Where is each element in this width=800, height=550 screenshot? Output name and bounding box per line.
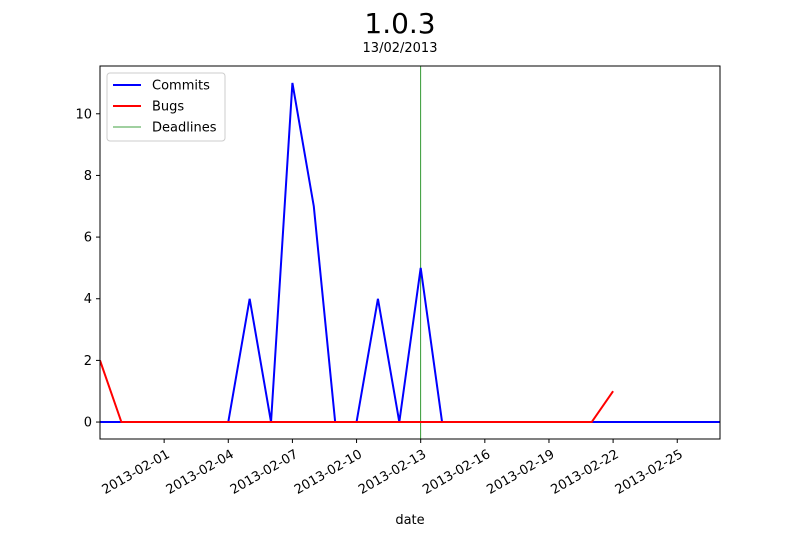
commits-data-point bbox=[419, 266, 423, 270]
commits-data-point bbox=[290, 81, 294, 85]
y-tick-label: 0 bbox=[84, 416, 92, 431]
legend-label: Deadlines bbox=[152, 121, 217, 136]
commits-data-point bbox=[376, 297, 380, 301]
chart-subtitle: 13/02/2013 bbox=[363, 41, 438, 56]
y-tick-label: 10 bbox=[75, 107, 92, 122]
chart-title: 1.0.3 bbox=[364, 7, 435, 40]
bugs-data-point bbox=[119, 420, 123, 424]
legend-label: Commits bbox=[152, 79, 210, 94]
plot-frame bbox=[99, 65, 721, 440]
legend: Commits Bugs Deadlines bbox=[106, 72, 226, 142]
legend-label: Bugs bbox=[152, 100, 184, 115]
commits-data-point bbox=[248, 297, 252, 301]
bugs-data-point bbox=[590, 420, 594, 424]
y-axis: 0 2 4 6 8 10 bbox=[75, 107, 100, 431]
y-tick-label: 2 bbox=[84, 354, 92, 369]
legend-box bbox=[106, 72, 226, 142]
y-tick-label: 8 bbox=[84, 169, 92, 184]
y-tick-label: 6 bbox=[84, 231, 92, 246]
bugs-series-line bbox=[100, 360, 614, 424]
bugs-data-point bbox=[611, 389, 615, 393]
commits-data-point bbox=[312, 204, 316, 208]
x-axis-label: date bbox=[395, 513, 424, 528]
y-tick-label: 4 bbox=[84, 292, 92, 307]
series-layer bbox=[100, 66, 720, 439]
